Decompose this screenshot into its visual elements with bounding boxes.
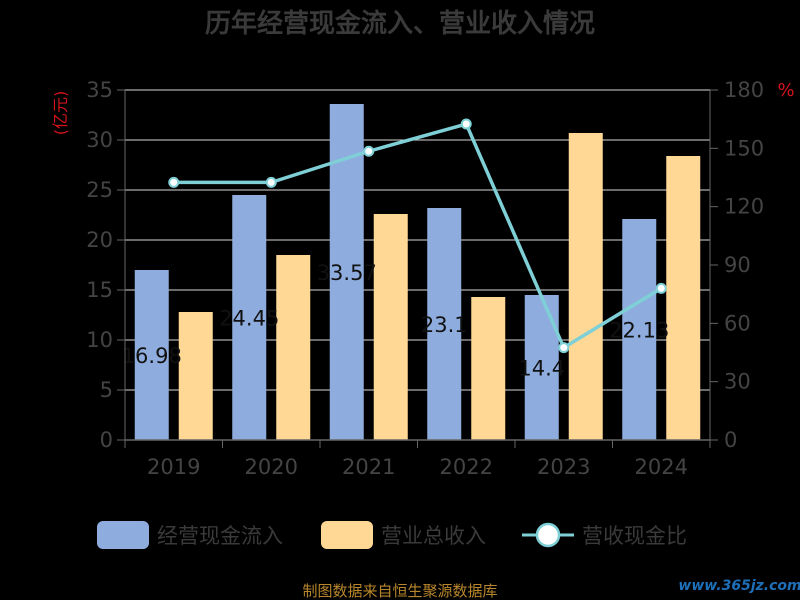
x-tick-label: 2019 — [147, 455, 200, 479]
chart-title: 历年经营现金流入、营业收入情况 — [205, 8, 595, 39]
right-tick-label: 120 — [724, 195, 764, 219]
axes: 0 5 10 15 20 25 30 35 0 30 60 90 120 150 180 2019 2020 20… — [86, 78, 764, 479]
footer-source: 制图数据来自恒生聚源数据库 — [302, 582, 497, 600]
bar-value-label: 24.45 — [219, 307, 279, 331]
watermark: www.365jz.com — [678, 578, 800, 594]
bar-revenue — [471, 297, 506, 440]
left-tick-label: 10 — [86, 328, 113, 352]
left-tick-label: 25 — [86, 178, 113, 202]
bar-cash-inflow — [232, 195, 267, 440]
left-axis-unit: (亿元) — [51, 91, 70, 136]
right-tick-label: 0 — [724, 428, 737, 452]
bar-cash-inflow — [622, 219, 657, 440]
left-tick-label: 30 — [86, 128, 113, 152]
ratio-point — [265, 176, 277, 188]
x-tick-label: 2021 — [342, 455, 395, 479]
ratio-point — [558, 342, 570, 354]
ratio-line — [168, 118, 667, 354]
right-tick-label: 180 — [724, 78, 764, 102]
left-tick-label: 5 — [100, 378, 113, 402]
bar-value-label: 22.13 — [609, 319, 669, 343]
legend-label: 营业总收入 — [381, 524, 486, 548]
x-tick-label: 2024 — [635, 455, 688, 479]
ratio-point — [655, 282, 667, 294]
bar-revenue — [373, 214, 408, 440]
bars — [134, 104, 701, 440]
legend-marker — [535, 522, 561, 548]
bar-cash-inflow — [134, 270, 169, 440]
x-tick-label: 2023 — [537, 455, 590, 479]
bar-labels: 16.98 24.45 33.57 23.1 14.4 22.13 — [122, 261, 670, 381]
legend-label: 经营现金流入 — [157, 524, 283, 548]
left-tick-label: 0 — [100, 428, 113, 452]
bar-value-label: 33.57 — [317, 261, 377, 285]
right-tick-label: 30 — [724, 370, 751, 394]
bar-value-label: 23.1 — [421, 313, 468, 337]
bar-revenue — [178, 312, 213, 440]
bar-revenue — [276, 255, 311, 440]
bar-cash-inflow — [427, 208, 462, 440]
right-axis-unit: % — [777, 80, 794, 101]
grid — [125, 89, 710, 441]
bar-value-label: 16.98 — [122, 344, 182, 368]
legend-label: 营收现金比 — [582, 524, 687, 548]
legend: 经营现金流入 营业总收入 营收现金比 — [97, 521, 687, 549]
bar-revenue — [666, 156, 701, 440]
ratio-point — [460, 118, 472, 130]
x-tick-label: 2020 — [245, 455, 298, 479]
left-tick-label: 20 — [86, 228, 113, 252]
left-tick-label: 35 — [86, 78, 113, 102]
ratio-point — [168, 176, 180, 188]
right-tick-label: 90 — [724, 253, 751, 277]
right-tick-label: 60 — [724, 311, 751, 335]
ratio-point — [363, 145, 375, 157]
left-tick-label: 15 — [86, 278, 113, 302]
bar-value-label: 14.4 — [518, 357, 565, 381]
right-tick-label: 150 — [724, 136, 764, 160]
bar-revenue — [568, 133, 603, 440]
legend-swatch — [321, 521, 373, 549]
ratio-line-path — [173, 122, 663, 350]
x-tick-label: 2022 — [440, 455, 493, 479]
legend-swatch — [97, 521, 149, 549]
